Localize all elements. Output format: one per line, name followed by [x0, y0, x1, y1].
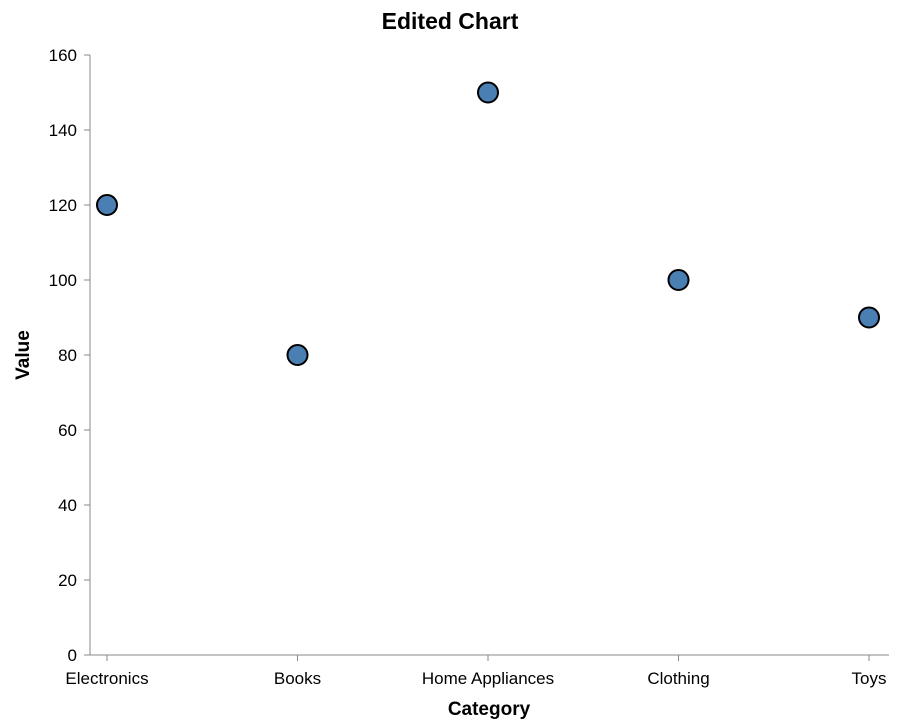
x-tick-label: Home Appliances: [422, 669, 554, 688]
chart-title: Edited Chart: [382, 8, 519, 34]
y-tick-label: 0: [68, 646, 77, 665]
y-tick-label: 140: [49, 121, 77, 140]
y-tick-label: 120: [49, 196, 77, 215]
data-point[interactable]: [286, 344, 309, 366]
y-axis-title: Value: [13, 330, 34, 380]
data-points: [96, 81, 880, 366]
x-tick-label: Clothing: [647, 669, 709, 688]
x-tick-label: Electronics: [65, 669, 148, 688]
x-tick-label: Toys: [852, 669, 887, 688]
data-point[interactable]: [96, 194, 118, 216]
y-tick-label: 20: [58, 571, 77, 590]
data-point[interactable]: [477, 81, 499, 104]
data-point[interactable]: [858, 306, 880, 329]
y-tick-label: 100: [49, 271, 77, 290]
data-point[interactable]: [667, 269, 690, 291]
x-tick-label: Books: [274, 669, 321, 688]
y-tick-label: 160: [49, 46, 77, 65]
y-tick-label: 60: [58, 421, 77, 440]
x-axis-title: Category: [448, 699, 531, 720]
y-tick-label: 40: [58, 496, 77, 515]
x-axis: Electronics Books Home Appliances Clothing T…: [65, 654, 889, 688]
y-axis: 0 20 40 60 80 100 120 140 160: [49, 46, 91, 665]
y-tick-label: 80: [58, 346, 77, 365]
